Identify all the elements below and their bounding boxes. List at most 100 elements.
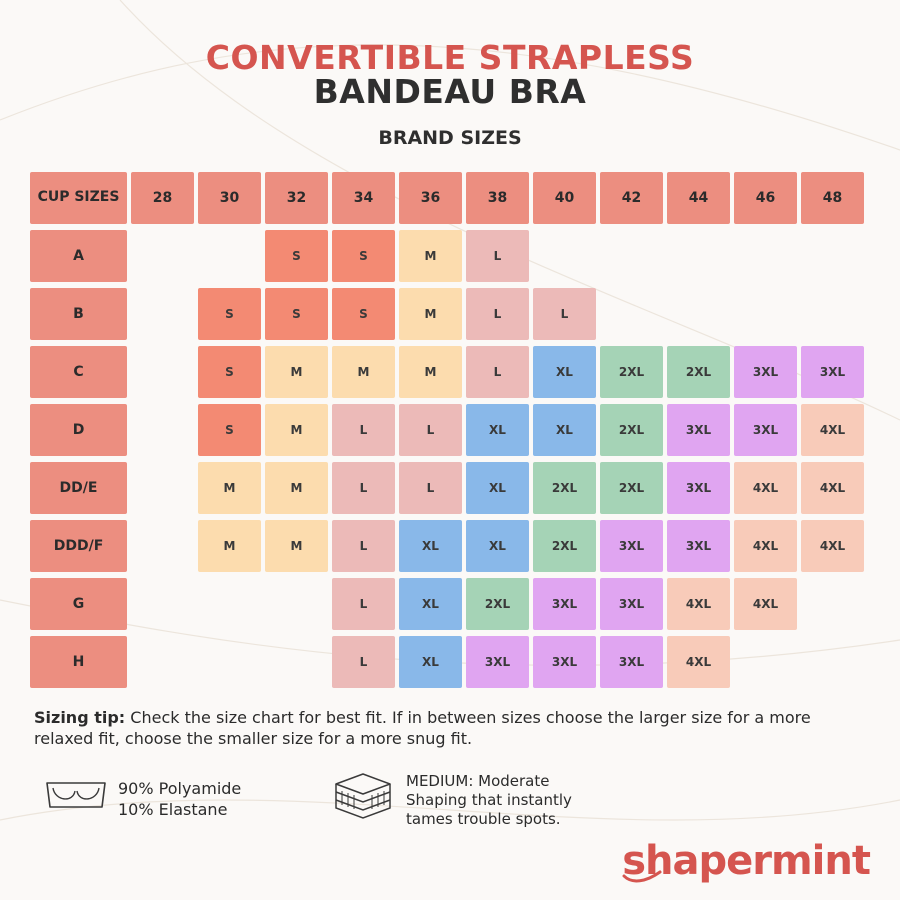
size-cell: 2XL (667, 346, 730, 398)
empty-cell (600, 230, 663, 282)
empty-cell (801, 288, 864, 340)
cup-size-label: G (30, 578, 127, 630)
empty-cell (801, 230, 864, 282)
material-line-1: 90% Polyamide (118, 779, 242, 798)
size-cell: 4XL (734, 578, 797, 630)
empty-cell (533, 230, 596, 282)
size-cell: 2XL (466, 578, 529, 630)
size-cell: M (332, 346, 395, 398)
cup-sizes-header: CUP SIZES (30, 172, 127, 224)
size-cell: XL (399, 636, 462, 688)
empty-cell (600, 288, 663, 340)
size-cell: M (265, 346, 328, 398)
band-size-header: 28 (131, 172, 194, 224)
band-size-header: 36 (399, 172, 462, 224)
size-cell: 3XL (667, 520, 730, 572)
cup-size-label: B (30, 288, 127, 340)
size-cell: 4XL (734, 520, 797, 572)
band-size-header: 30 (198, 172, 261, 224)
logo-swoosh (622, 870, 662, 883)
size-cell: 3XL (533, 578, 596, 630)
empty-cell (734, 230, 797, 282)
size-cell: L (466, 346, 529, 398)
empty-cell (265, 578, 328, 630)
size-cell: M (399, 346, 462, 398)
size-cell: M (265, 404, 328, 456)
size-cell: L (466, 230, 529, 282)
size-cell: 3XL (600, 578, 663, 630)
size-cell: L (332, 520, 395, 572)
size-cell: M (198, 520, 261, 572)
size-cell: 2XL (533, 462, 596, 514)
size-cell: 2XL (600, 346, 663, 398)
size-cell: S (332, 230, 395, 282)
size-cell: M (399, 230, 462, 282)
band-size-header: 44 (667, 172, 730, 224)
cup-size-label: A (30, 230, 127, 282)
size-cell: S (198, 346, 261, 398)
size-cell: S (265, 288, 328, 340)
size-cell: M (265, 520, 328, 572)
section-subtitle: BRAND SIZES (378, 127, 522, 149)
size-cell: M (265, 462, 328, 514)
empty-cell (131, 346, 194, 398)
shaping-line-3: tames trouble spots. (406, 810, 561, 828)
empty-cell (131, 520, 194, 572)
size-chart-table: CUP SIZES 28 30 32 34 36 38 40 42 44 46 48 A S S M L B S S S… (30, 172, 864, 688)
bra-icon (46, 782, 106, 808)
size-cell: L (399, 404, 462, 456)
size-cell: S (198, 288, 261, 340)
cup-size-label: DDD/F (30, 520, 127, 572)
shaping-line-1: MEDIUM: Moderate (406, 772, 550, 790)
cup-size-label: DD/E (30, 462, 127, 514)
size-cell: XL (533, 404, 596, 456)
shaping-level: MEDIUM: Moderate Shaping that instantly … (406, 772, 572, 829)
brand-logo: shapermint (622, 838, 871, 884)
size-cell: M (198, 462, 261, 514)
size-cell: 2XL (533, 520, 596, 572)
empty-cell (667, 230, 730, 282)
size-cell: 3XL (600, 636, 663, 688)
cup-size-label: D (30, 404, 127, 456)
sizing-tip: Sizing tip: Check the size chart for bes… (34, 707, 874, 749)
band-size-header: 32 (265, 172, 328, 224)
size-cell: 3XL (466, 636, 529, 688)
size-cell: 4XL (667, 578, 730, 630)
size-cell: XL (466, 462, 529, 514)
size-cell: L (332, 462, 395, 514)
empty-cell (734, 636, 797, 688)
band-size-header: 34 (332, 172, 395, 224)
sizing-tip-text: Check the size chart for best fit. If in… (34, 708, 811, 748)
page-title-line-2: BANDEAU BRA (313, 72, 587, 111)
size-cell: 3XL (734, 404, 797, 456)
page-title: CONVERTIBLE STRAPLESS (205, 38, 695, 77)
material-line-2: 10% Elastane (118, 800, 228, 819)
empty-cell (198, 578, 261, 630)
sizing-tip-label: Sizing tip: (34, 708, 126, 727)
empty-cell (131, 462, 194, 514)
size-cell: 2XL (600, 462, 663, 514)
size-cell: S (198, 404, 261, 456)
size-cell: L (332, 636, 395, 688)
size-cell: 3XL (667, 404, 730, 456)
band-size-header: 46 (734, 172, 797, 224)
size-cell: 2XL (600, 404, 663, 456)
cup-size-label: C (30, 346, 127, 398)
empty-cell (265, 636, 328, 688)
empty-cell (131, 404, 194, 456)
size-cell: 4XL (734, 462, 797, 514)
size-cell: S (265, 230, 328, 282)
size-cell: 4XL (801, 520, 864, 572)
band-size-header: 42 (600, 172, 663, 224)
empty-cell (734, 288, 797, 340)
size-cell: L (332, 404, 395, 456)
empty-cell (131, 230, 194, 282)
empty-cell (198, 230, 261, 282)
band-size-header: 40 (533, 172, 596, 224)
size-cell: M (399, 288, 462, 340)
empty-cell (131, 636, 194, 688)
empty-cell (801, 578, 864, 630)
band-size-header: 38 (466, 172, 529, 224)
size-cell: XL (466, 520, 529, 572)
band-size-header: 48 (801, 172, 864, 224)
